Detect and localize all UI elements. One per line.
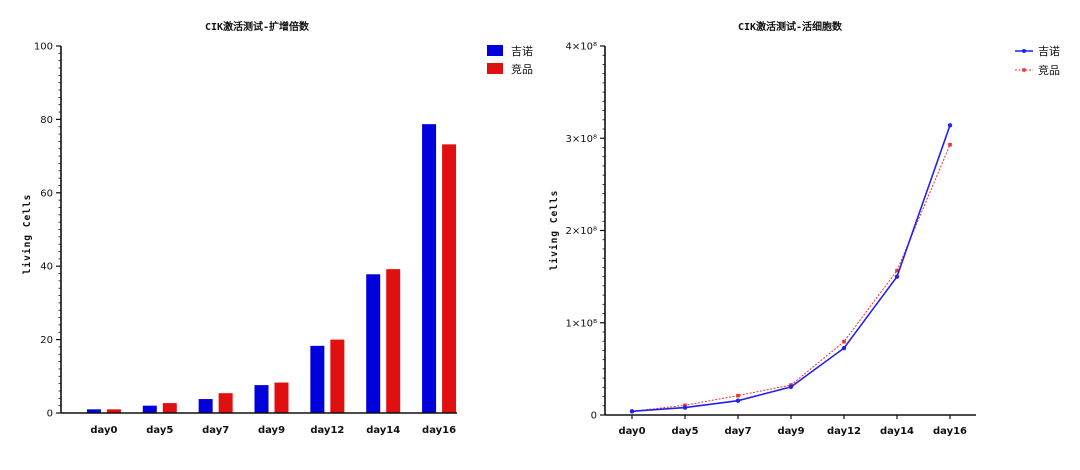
line-point-competitor-day5 [683,403,687,408]
line-point-jinuo-day0 [629,409,635,414]
bar-jinuo-day0 [86,409,101,413]
bar-legend-swatch-jinuo [487,45,503,56]
bar-chart: CIK激活测试-扩增倍数 living Cells 0 20 40 60 80 100 d… [22,20,533,436]
bar-chart-y-axis: 0 20 40 60 80 100 [34,42,61,420]
bar-jinuo-day9 [254,385,269,413]
bar-x-tick-label: day7 [202,425,229,436]
line-point-competitor-day14 [895,268,899,273]
bar-y-tick-label: 40 [40,262,53,273]
line-chart: CIK激活测试-活细胞数 living Cells 0 1×10⁸ 2×10⁸ 3×1… [549,20,1060,437]
line-series-jinuo [631,125,951,413]
bar-x-tick-label: day9 [258,425,285,436]
line-point-jinuo-day14 [894,274,900,279]
line-y-tick-label: 0 [591,411,597,422]
bar-chart-y-label: living Cells [22,194,33,275]
line-y-tick-label: 3×10⁸ [566,134,597,145]
bar-y-tick-label: 60 [40,188,53,199]
bar-chart-title: CIK激活测试-扩增倍数 [205,20,310,33]
line-x-tick-label: day0 [618,426,645,437]
line-series-competitor [631,144,951,412]
line-chart-legend: 吉诺 竞品 [1015,45,1060,77]
bar-jinuo-day12 [310,345,325,413]
line-point-jinuo-day9 [788,384,794,390]
line-x-tick-label: day12 [827,426,861,437]
line-y-tick-label: 4×10⁸ [566,42,597,53]
line-chart-x-axis: day0 day5 day7 day9 day12 day14 day16 [618,415,967,437]
bar-competitor-day16 [442,144,457,413]
line-point-competitor-day7 [736,393,740,398]
bar-x-tick-label: day16 [422,425,456,436]
line-chart-y-label: living Cells [549,190,560,271]
line-point-jinuo-day16 [947,123,953,128]
bar-y-tick-label: 20 [40,335,53,346]
bar-competitor-day12 [330,339,345,413]
bar-competitor-day9 [274,382,289,413]
line-chart-title: CIK激活测试-活细胞数 [738,20,843,33]
bar-jinuo-day5 [142,405,157,413]
line-legend-marker-competitor [1022,68,1026,72]
bar-legend-label-competitor: 竞品 [511,62,533,76]
bar-x-tick-label: day0 [90,425,117,436]
bar-y-tick-label: 80 [40,115,53,126]
line-y-tick-label: 2×10⁸ [566,226,597,237]
bar-jinuo-day14 [366,274,381,413]
line-point-competitor-day12 [842,339,846,344]
bar-chart-legend: 吉诺 竞品 [487,45,533,76]
bar-chart-bars [86,124,457,414]
bar-competitor-day0 [106,409,121,413]
line-chart-y-axis: 0 1×10⁸ 2×10⁸ 3×10⁸ 4×10⁸ [566,42,605,422]
bar-x-tick-label: day14 [366,425,400,436]
line-point-jinuo-day7 [735,398,741,403]
bar-competitor-day5 [162,403,177,413]
bar-jinuo-day16 [422,124,437,414]
bar-competitor-day7 [218,393,233,413]
line-point-competitor-day16 [948,142,952,147]
bar-legend-label-jinuo: 吉诺 [511,45,533,58]
bar-x-tick-label: day5 [146,425,173,436]
line-y-tick-label: 1×10⁸ [566,318,597,329]
line-legend-label-jinuo: 吉诺 [1038,45,1060,58]
line-x-tick-label: day9 [777,426,804,437]
line-x-tick-label: day16 [933,426,967,437]
bar-chart-x-axis: day0 day5 day7 day9 day12 day14 day16 [90,425,456,436]
bar-jinuo-day7 [198,399,213,413]
line-x-tick-label: day5 [671,426,698,437]
line-point-jinuo-day5 [682,405,688,410]
bar-legend-swatch-competitor [487,63,503,74]
line-x-tick-label: day14 [880,426,914,437]
line-legend-marker-jinuo [1022,49,1026,53]
line-x-tick-label: day7 [724,426,751,437]
bar-x-tick-label: day12 [310,425,344,436]
line-point-jinuo-day12 [841,345,847,351]
bar-competitor-day14 [386,269,401,413]
line-chart-series [629,123,953,414]
bar-y-tick-label: 0 [47,409,53,420]
line-legend-label-competitor: 竞品 [1038,63,1060,77]
bar-y-tick-label: 100 [34,42,53,53]
